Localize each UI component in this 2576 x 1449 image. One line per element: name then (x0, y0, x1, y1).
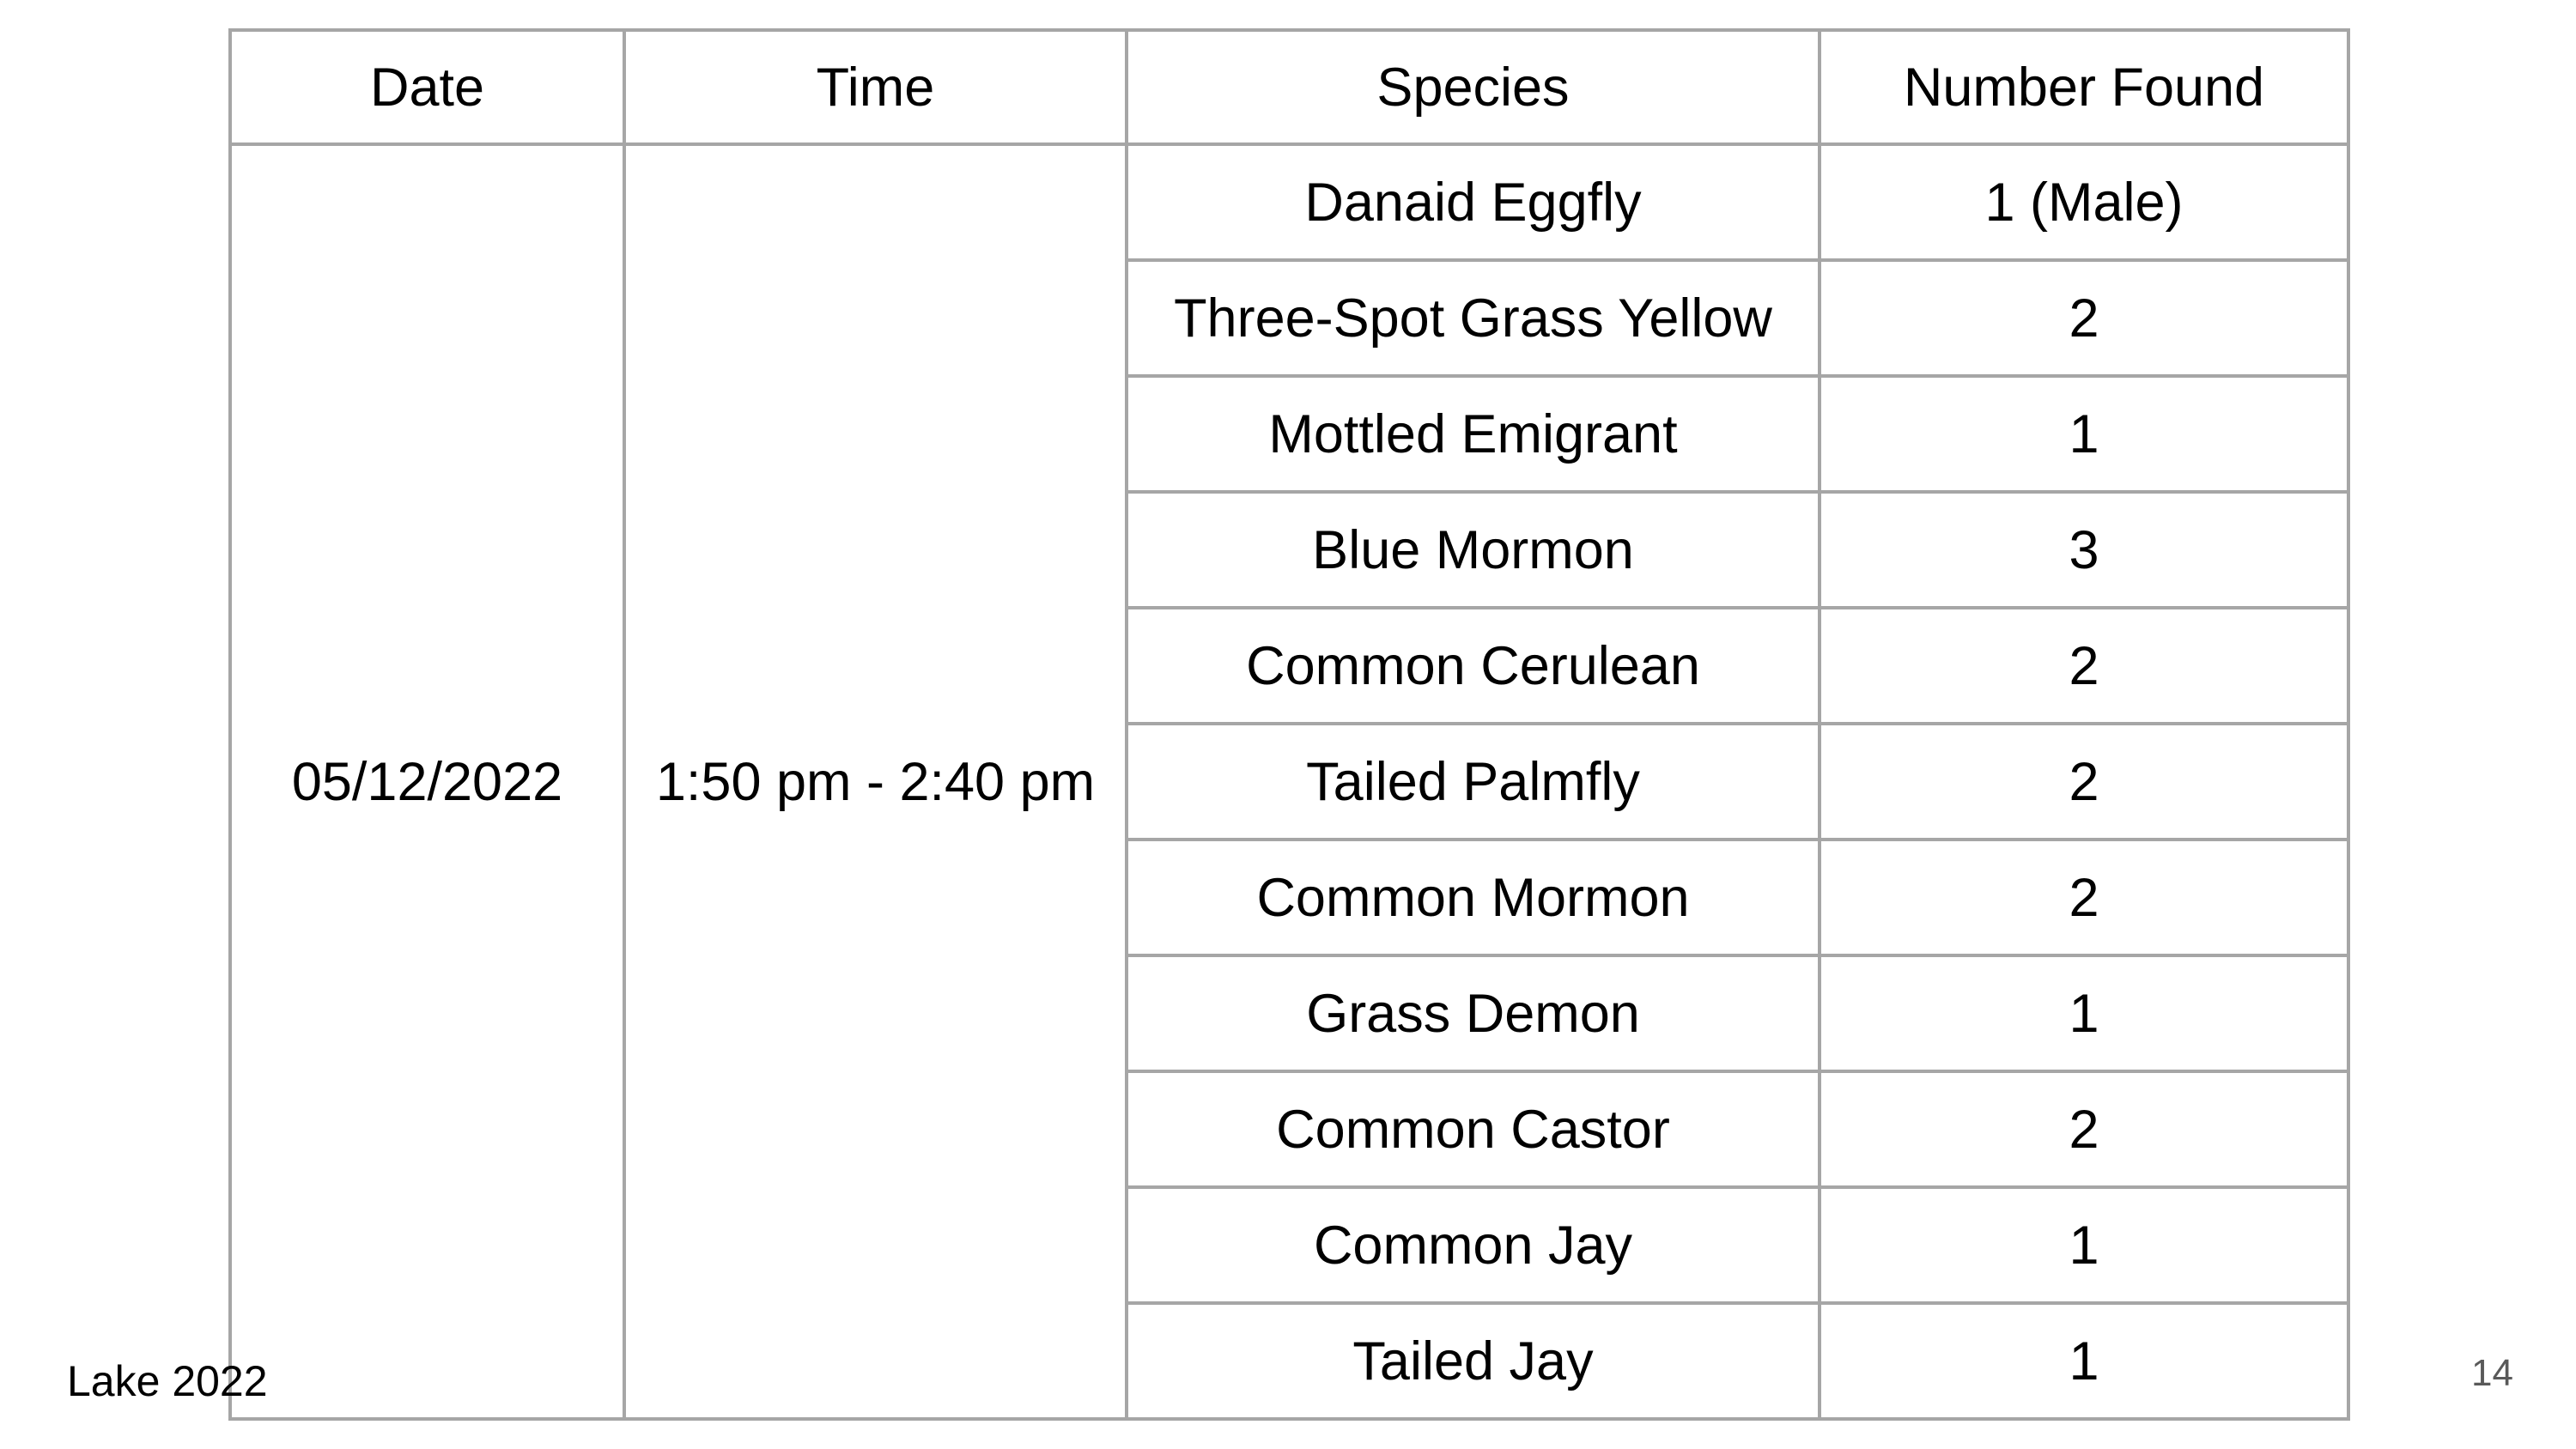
header-species: Species (1125, 28, 1821, 146)
table-row: Common Cerulean 2 (230, 606, 2350, 725)
number-cell: 1 (1818, 1185, 2350, 1305)
species-cell: Common Mormon (1125, 838, 1821, 957)
table-row: Common Jay 1 (230, 1185, 2350, 1305)
table-row: Common Castor 2 (230, 1070, 2350, 1189)
species-cell: Blue Mormon (1125, 490, 1821, 609)
time-cell: 1:50 pm - 2:40 pm (623, 142, 1128, 1421)
slide-page-number: 14 (2471, 1352, 2513, 1394)
species-cell: Common Jay (1125, 1185, 1821, 1305)
species-cell: Tailed Palmfly (1125, 722, 1821, 841)
species-cell: Common Castor (1125, 1070, 1821, 1189)
number-cell: 2 (1818, 838, 2350, 957)
number-cell: 1 (1818, 954, 2350, 1073)
header-number-found: Number Found (1818, 28, 2350, 146)
table-row: Tailed Jay 1 (230, 1301, 2350, 1421)
citation-text: Lake 2022 (67, 1357, 268, 1405)
header-time: Time (623, 28, 1128, 146)
number-cell: 2 (1818, 606, 2350, 725)
species-cell: Grass Demon (1125, 954, 1821, 1073)
species-cell: Tailed Jay (1125, 1301, 1821, 1421)
number-cell: 3 (1818, 490, 2350, 609)
number-cell: 2 (1818, 258, 2350, 378)
number-cell: 2 (1818, 722, 2350, 841)
species-cell: Mottled Emigrant (1125, 374, 1821, 494)
date-cell: 05/12/2022 (228, 142, 626, 1421)
header-row: Date Time Species Number Found (228, 28, 2350, 146)
species-cell: Danaid Eggfly (1125, 142, 1821, 262)
table-row: Blue Mormon 3 (230, 490, 2350, 609)
number-cell: 1 (1818, 1301, 2350, 1421)
number-cell: 2 (1818, 1070, 2350, 1189)
table-row: Common Mormon 2 (230, 838, 2350, 957)
table-row: Three-Spot Grass Yellow 2 (230, 258, 2350, 378)
table-row: Grass Demon 1 (230, 954, 2350, 1073)
table-row: Tailed Palmfly 2 (230, 722, 2350, 841)
butterfly-observation-table: Date Time Species Number Found 05/12/202… (228, 28, 2350, 1421)
number-cell: 1 (Male) (1818, 142, 2350, 262)
table-row: Mottled Emigrant 1 (230, 374, 2350, 494)
number-cell: 1 (1818, 374, 2350, 494)
species-cell: Three-Spot Grass Yellow (1125, 258, 1821, 378)
table-row: 05/12/2022 1:50 pm - 2:40 pm Danaid Eggf… (228, 142, 2350, 1421)
species-cell: Common Cerulean (1125, 606, 1821, 725)
header-date: Date (228, 28, 626, 146)
